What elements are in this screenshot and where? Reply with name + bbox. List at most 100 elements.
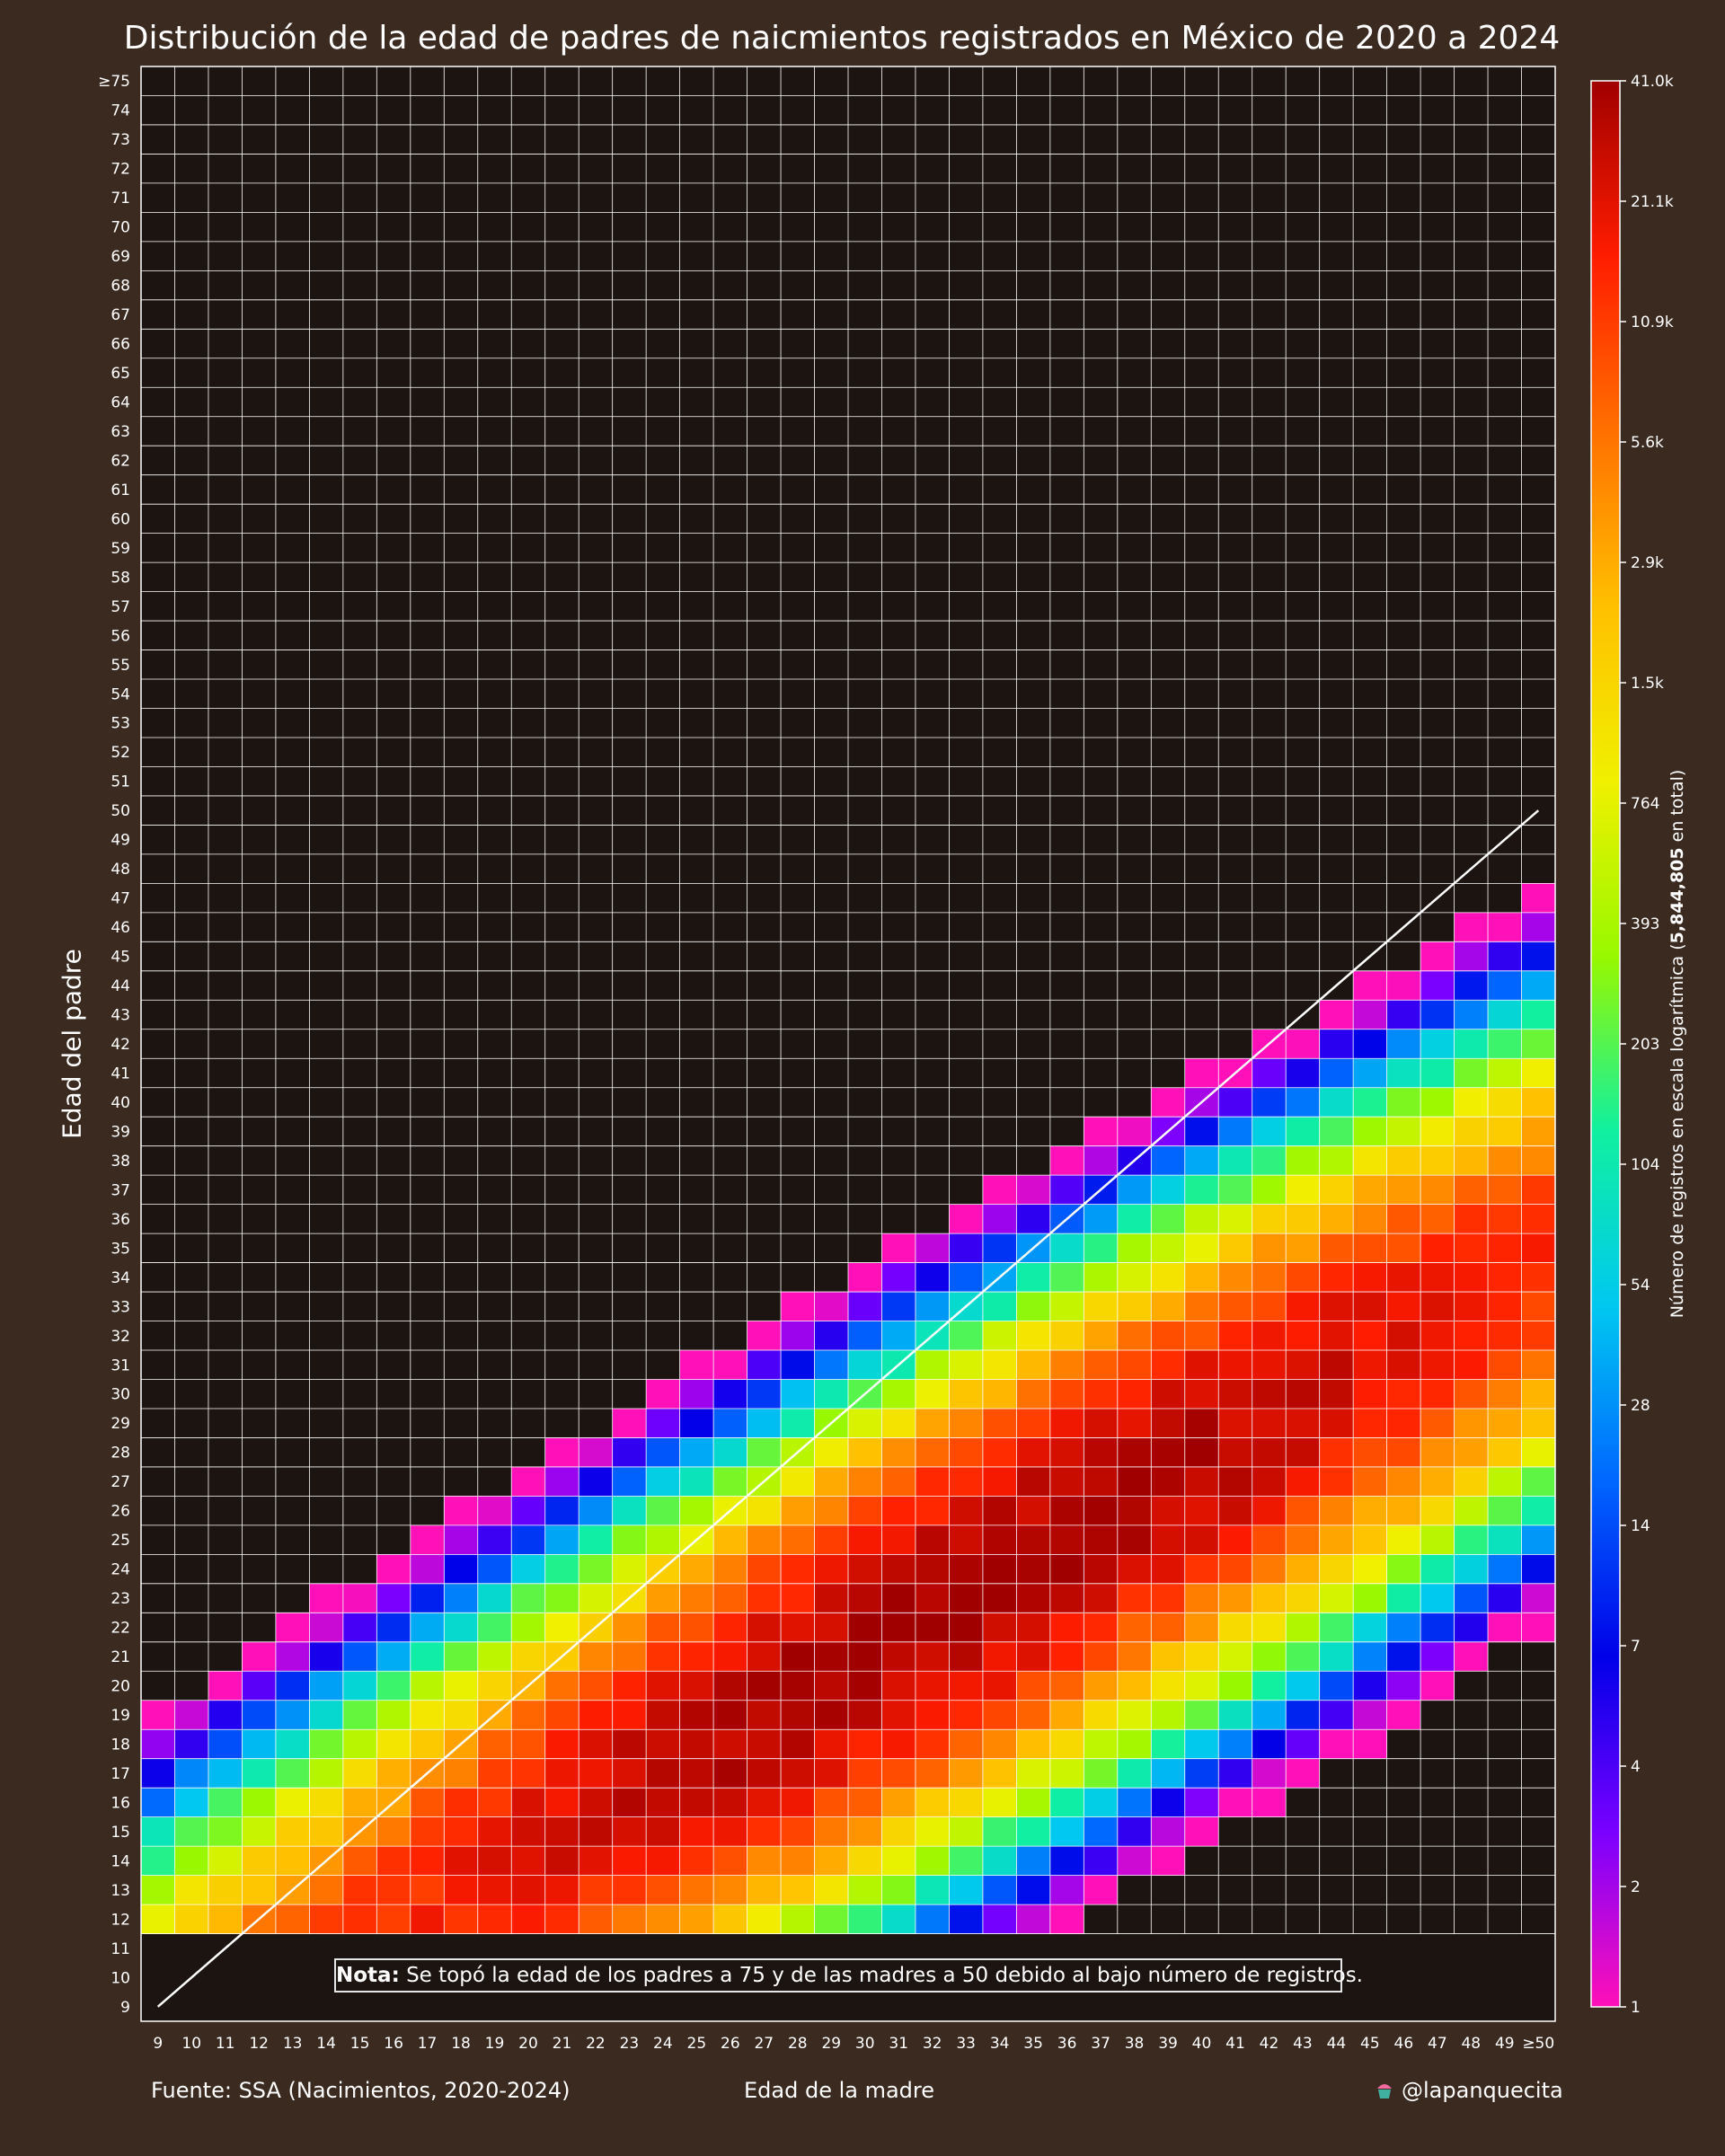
heatmap-cell: [1319, 1671, 1354, 1701]
heatmap-cell: [679, 1816, 714, 1847]
heatmap-cell: [376, 1729, 411, 1760]
heatmap-cell: [376, 1758, 411, 1789]
heatmap-cell: [1252, 1379, 1287, 1409]
x-tick-label: 35: [1023, 2035, 1043, 2053]
heatmap-cell: [1420, 1145, 1455, 1176]
heatmap-cell: [612, 1554, 647, 1585]
y-tick-label: 54: [111, 685, 130, 703]
heatmap-cell: [848, 1904, 882, 1934]
heatmap-cell: [477, 1496, 512, 1526]
y-tick-label: 47: [111, 890, 130, 908]
y-tick-label: 67: [111, 306, 130, 324]
heatmap-cell: [949, 1875, 984, 1905]
heatmap-cell: [814, 1437, 849, 1468]
x-tick-label: 25: [687, 2035, 707, 2053]
heatmap-cell: [1016, 1788, 1051, 1817]
heatmap-cell: [1184, 1145, 1219, 1176]
heatmap-cell: [1353, 1204, 1387, 1234]
heatmap-cell: [1151, 1641, 1186, 1672]
heatmap-cell: [949, 1437, 984, 1468]
heatmap-cell: [881, 1524, 916, 1555]
heatmap-cell: [1252, 1087, 1287, 1118]
x-tick-label: 37: [1091, 2035, 1110, 2053]
heatmap-cell: [1184, 1379, 1219, 1409]
heatmap-cell: [1386, 1000, 1421, 1030]
heatmap-cell: [242, 1875, 277, 1905]
heatmap-cell: [208, 1758, 243, 1789]
y-tick-label: 53: [111, 715, 130, 733]
heatmap-cell: [444, 1846, 479, 1876]
heatmap-cell: [376, 1816, 411, 1847]
heatmap-cell: [747, 1700, 782, 1730]
heatmap-cell: [1084, 1729, 1119, 1760]
colorbar-label-suffix: en total): [1668, 769, 1687, 848]
heatmap-cell: [1488, 1379, 1522, 1409]
y-tick-label: 23: [111, 1590, 130, 1608]
heatmap-cell: [646, 1758, 680, 1789]
heatmap-cell: [1521, 1262, 1556, 1293]
heatmap-cell: [410, 1700, 445, 1730]
heatmap-cell: [1049, 1262, 1084, 1293]
heatmap-cell: [1084, 1554, 1119, 1585]
heatmap-cell: [1151, 1466, 1186, 1497]
heatmap-cell: [1319, 1350, 1354, 1380]
heatmap-cell: [1286, 1437, 1320, 1468]
x-tick-label: 48: [1461, 2035, 1481, 2053]
heatmap-cell: [679, 1788, 714, 1817]
heatmap-cell: [1521, 970, 1556, 1001]
heatmap-cell: [848, 1700, 882, 1730]
heatmap-cell: [1454, 1613, 1489, 1643]
x-tick-label: 16: [384, 2035, 403, 2053]
heatmap-cell: [410, 1524, 445, 1555]
heatmap-cell: [814, 1379, 849, 1409]
heatmap-cell: [1454, 1000, 1489, 1030]
heatmap-cell: [511, 1583, 546, 1613]
heatmap-cell: [747, 1816, 782, 1847]
heatmap-cell: [915, 1233, 950, 1263]
heatmap-cell: [342, 1846, 377, 1876]
heatmap-cell: [376, 1583, 411, 1613]
heatmap-cell: [1218, 1321, 1253, 1351]
heatmap-cell: [1218, 1292, 1253, 1321]
heatmap-cell: [544, 1437, 579, 1468]
heatmap-cell: [1016, 1350, 1051, 1380]
heatmap-cell: [781, 1292, 815, 1321]
heatmap-cell: [579, 1466, 613, 1497]
heatmap-cell: [1117, 1117, 1152, 1146]
heatmap-cell: [781, 1496, 815, 1526]
heatmap-cell: [1420, 1350, 1455, 1380]
heatmap-cell: [1252, 1292, 1287, 1321]
heatmap-cell: [814, 1554, 849, 1585]
heatmap-cell: [1084, 1437, 1119, 1468]
y-tick-label: 15: [111, 1824, 130, 1842]
heatmap-cell: [477, 1758, 512, 1789]
heatmap-cell: [915, 1350, 950, 1380]
heatmap-cell: [1420, 1408, 1455, 1438]
heatmap-cell: [1319, 1466, 1354, 1497]
heatmap-cell: [1319, 1729, 1354, 1760]
heatmap-cell: [1454, 1524, 1489, 1555]
heatmap-cell: [1454, 1379, 1489, 1409]
heatmap-cell: [1117, 1262, 1152, 1293]
heatmap-cell: [1319, 1117, 1354, 1146]
heatmap-cell: [1049, 1729, 1084, 1760]
heatmap-cell: [579, 1904, 613, 1934]
heatmap-cell: [1084, 1145, 1119, 1176]
heatmap-cell: [1521, 1524, 1556, 1555]
heatmap-cell: [1084, 1641, 1119, 1672]
heatmap-cell: [1454, 941, 1489, 972]
heatmap-cell: [848, 1524, 882, 1555]
y-tick-label: 18: [111, 1736, 130, 1754]
heatmap-cell: [814, 1729, 849, 1760]
heatmap-cell: [814, 1875, 849, 1905]
heatmap-cell: [275, 1904, 310, 1934]
y-tick-label: 62: [111, 452, 130, 470]
colorbar: [1590, 80, 1621, 2008]
x-tick-label: 44: [1327, 2035, 1347, 2053]
heatmap-cell: [579, 1671, 613, 1701]
heatmap-cell: [1117, 1233, 1152, 1263]
diagonal-reference-line: [156, 809, 1540, 2008]
y-tick-label: 50: [111, 802, 130, 820]
y-tick-label: 39: [111, 1123, 130, 1141]
